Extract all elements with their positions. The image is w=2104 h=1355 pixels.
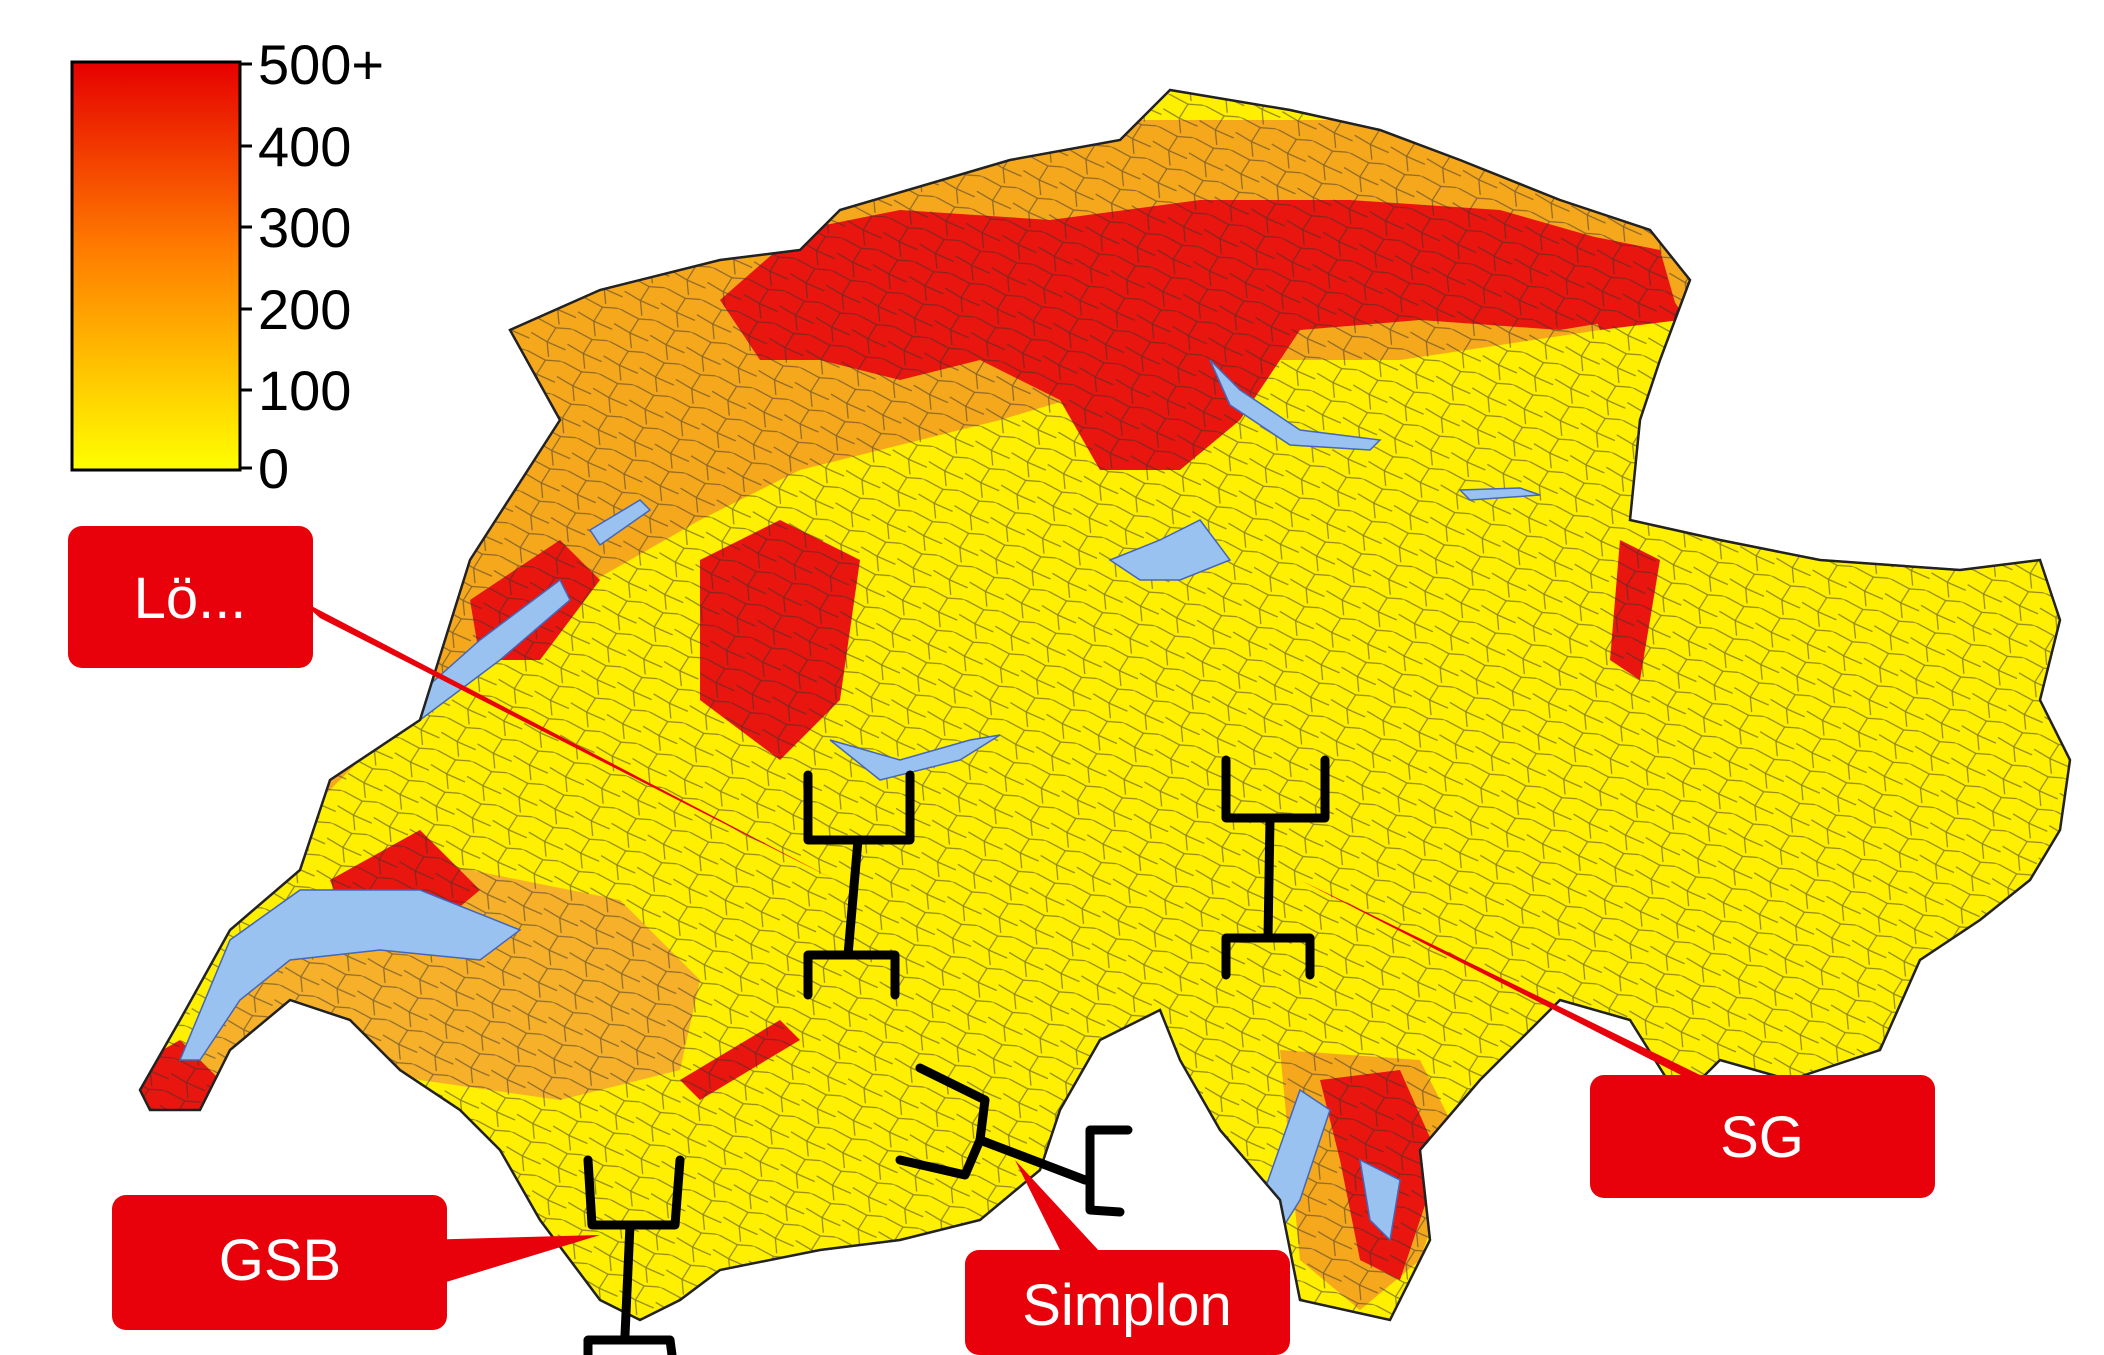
tunnel-symbols [583,755,1330,1355]
legend-colorbar [70,60,242,472]
tunnel-symbol-simplon [895,1063,1133,1217]
legend-tick-label: 0 [258,437,289,500]
lake-zurich [1209,359,1382,451]
legend-tick-label: 300 [258,196,351,259]
callout-box [1590,1075,1935,1198]
callout-sg: SG [1300,880,1935,1198]
callout-pointer [1300,880,1720,1095]
lake-lugano [1359,1158,1401,1242]
lake-lucerne [1108,519,1232,581]
callout-loe: Lö... [68,526,835,880]
callout-pointer [300,600,835,880]
legend-tick-label: 500+ [258,33,384,96]
legend-tick-label: 400 [258,115,351,178]
callout-label: Lö... [134,566,247,631]
callout-pointer [420,1235,600,1290]
lake-thun [829,734,1001,781]
callout-box [965,1250,1290,1355]
callout-label: Simplon [1022,1273,1232,1338]
legend-ticks [240,62,252,470]
tunnel-symbol-gsb [583,1155,685,1355]
callout-simplon: Simplon [965,1160,1290,1355]
callouts: Lö... SG GSB Simplon [68,526,1935,1355]
legend-tick-label: 200 [258,278,351,341]
lake-geneva [178,889,522,1061]
callout-gsb: GSB [112,1195,600,1330]
callout-label: GSB [219,1228,342,1293]
legend: 500+ 400 300 200 100 0 [70,33,384,500]
callout-box [112,1195,447,1330]
callout-box [68,526,313,668]
legend-tick-label: 100 [258,359,351,422]
lake-walensee [1458,487,1541,501]
lake-biel [588,499,652,547]
tunnel-symbol-loetschberg [803,770,915,1000]
tunnel-symbol-gotthard [1221,755,1330,980]
callout-pointer [1015,1160,1100,1252]
callout-label: SG [1720,1105,1804,1170]
